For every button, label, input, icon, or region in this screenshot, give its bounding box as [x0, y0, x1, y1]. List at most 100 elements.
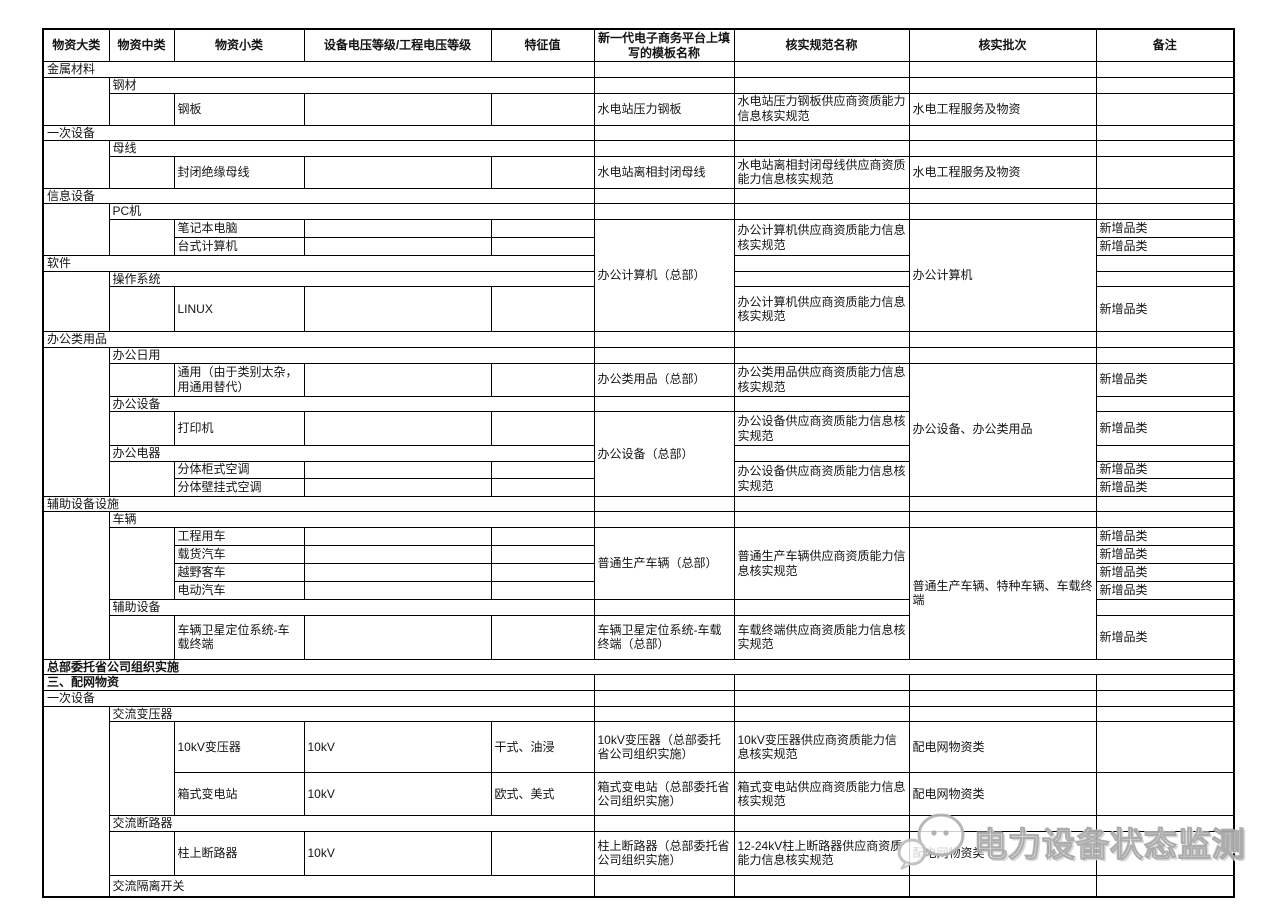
table-cell: 三、配网物资 — [42, 674, 595, 691]
table-cell: 水电站离相封闭母线供应商资质能力信息核实规范 — [733, 155, 910, 189]
table-cell — [303, 581, 492, 600]
table-cell: 车辆卫星定位系统-车载终端 — [173, 614, 305, 660]
table-cell — [1095, 705, 1235, 723]
table-row: 交流断路器 — [43, 815, 1235, 832]
table-cell — [303, 362, 492, 397]
table-cell — [593, 705, 735, 723]
table-cell: 载货汽车 — [173, 545, 305, 564]
table-cell — [490, 477, 595, 497]
table-row: 封闭绝缘母线 水电站离相封闭母线 水电站离相封闭母线供应商资质能力信息核实规范 水电工… — [43, 155, 1235, 189]
table-cell — [733, 495, 910, 513]
table-header-row: 物资大类 物资中类 物资小类 设备电压等级/工程电压等级 特征值 新一代电子商务平台上填写… — [42, 28, 1235, 63]
header-cell: 设备电压等级/工程电压等级 — [303, 28, 492, 63]
table-cell — [42, 140, 110, 189]
table-row: 10kV变压器 10kV 干式、油浸 10kV变压器（总部委托省公司组织实施） 10kV… — [43, 721, 1235, 817]
table-cell — [908, 61, 1097, 78]
table-row: 软件 — [42, 255, 1235, 272]
table-cell — [733, 61, 910, 78]
table-cell — [1095, 511, 1235, 528]
table-row: 打印机 办公设备（总部） 办公设备供应商资质能力信息核实规范 新增品类 — [43, 411, 1235, 497]
table-cell — [733, 124, 910, 142]
table-row: 钢材 — [42, 76, 1235, 126]
table-cell — [908, 140, 1097, 157]
table-cell — [108, 286, 175, 333]
table-cell: 办公计算机 — [908, 218, 1097, 333]
table-row: 交流变压器 — [42, 705, 1235, 898]
table-cell: 新增品类 — [1095, 362, 1235, 397]
table-cell — [42, 705, 110, 898]
table-cell: 金属材料 — [42, 61, 595, 78]
table-row: 一次设备 — [42, 689, 1235, 707]
table-cell — [490, 527, 595, 546]
table-cell — [108, 460, 175, 497]
table-row: 交流隔离开关 — [43, 874, 1235, 898]
table-cell — [733, 140, 910, 157]
table-cell: 办公电器 — [108, 445, 595, 462]
table-cell — [1095, 255, 1235, 272]
table-cell: 办公计算机供应商资质能力信息核实规范 — [733, 286, 910, 333]
table-cell — [593, 187, 735, 205]
table-cell — [303, 477, 492, 497]
table-cell — [733, 270, 910, 288]
table-cell — [1095, 140, 1235, 157]
table-cell: 信息设备 — [42, 187, 595, 205]
table-cell — [108, 830, 175, 876]
table-cell — [490, 614, 595, 660]
table-cell: 10kV变压器 — [173, 721, 305, 774]
table-cell — [42, 270, 110, 333]
table-cell: 通用（由于类别太杂，用通用替代） — [173, 362, 305, 397]
table-cell — [593, 511, 735, 528]
table-cell — [1095, 874, 1235, 898]
table-row: 分体柜式空调 办公设备供应商资质能力信息核实规范 新增品类 — [43, 460, 1235, 497]
table-cell — [908, 815, 1097, 832]
table-cell: 普通生产车辆、特种车辆、车载终端 — [908, 527, 1097, 660]
table-cell — [593, 395, 735, 413]
table-cell — [1095, 395, 1235, 413]
table-cell — [490, 563, 595, 582]
table-cell — [1095, 155, 1235, 189]
table-row: 车辆卫星定位系统-车载终端 车辆卫星定位系统-车载终端（总部） 车载终端供应商资质能… — [43, 614, 1235, 660]
table-cell: 新增品类 — [1095, 286, 1235, 333]
table-row: 分体壁挂式空调 新增品类 — [43, 477, 1235, 497]
table-cell: 车辆 — [108, 511, 595, 528]
table-cell: 办公设备供应商资质能力信息核实规范 — [733, 411, 910, 447]
table-cell — [303, 155, 492, 189]
table-cell: 10kV变压器（总部委托省公司组织实施） — [593, 721, 735, 774]
table-cell: 柱上断路器 — [173, 830, 305, 876]
table-cell: 10kV — [303, 721, 492, 774]
table-cell: 新增品类 — [1095, 581, 1235, 600]
table-row: 办公类用品 — [42, 331, 1235, 348]
table-cell — [303, 411, 492, 447]
table-cell: 办公类用品供应商资质能力信息核实规范 — [733, 362, 910, 397]
table-cell — [733, 815, 910, 832]
table-cell — [1095, 92, 1235, 126]
table-cell — [733, 346, 910, 364]
table-cell: 一次设备 — [42, 124, 595, 142]
table-row: LINUX 办公计算机供应商资质能力信息核实规范 新增品类 — [43, 286, 1235, 333]
table-cell — [593, 674, 735, 691]
table-cell — [908, 689, 1097, 707]
table-cell: 普通生产车辆供应商资质能力信息核实规范 — [733, 527, 910, 600]
table-cell: 钢材 — [108, 76, 595, 94]
table-row: 钢板 水电站压力钢板 水电站压力钢板供应商资质能力信息核实规范 水电工程服务及物资 — [43, 92, 1235, 126]
table-cell: 配电网物资类 — [908, 830, 1097, 876]
table-cell: 办公类用品（总部） — [593, 362, 735, 397]
table-row: 信息设备 — [42, 187, 1235, 205]
table-cell — [733, 689, 910, 707]
table-cell: 母线 — [108, 140, 595, 157]
table-cell — [303, 527, 492, 546]
table-cell — [733, 331, 910, 348]
table-cell — [593, 203, 735, 220]
table-cell — [303, 92, 492, 126]
table-cell — [108, 721, 175, 817]
table-cell: 配电网物资类 — [908, 772, 1097, 817]
table-cell — [1095, 674, 1235, 691]
table-cell — [908, 495, 1097, 513]
table-row: 母线 — [42, 140, 1235, 189]
table-cell — [303, 237, 492, 256]
table-cell — [1095, 495, 1235, 513]
table-cell: 车载终端供应商资质能力信息核实规范 — [733, 614, 910, 660]
table-cell: 干式、油浸 — [490, 721, 595, 774]
table-cell — [108, 411, 175, 447]
table-cell — [908, 203, 1097, 220]
